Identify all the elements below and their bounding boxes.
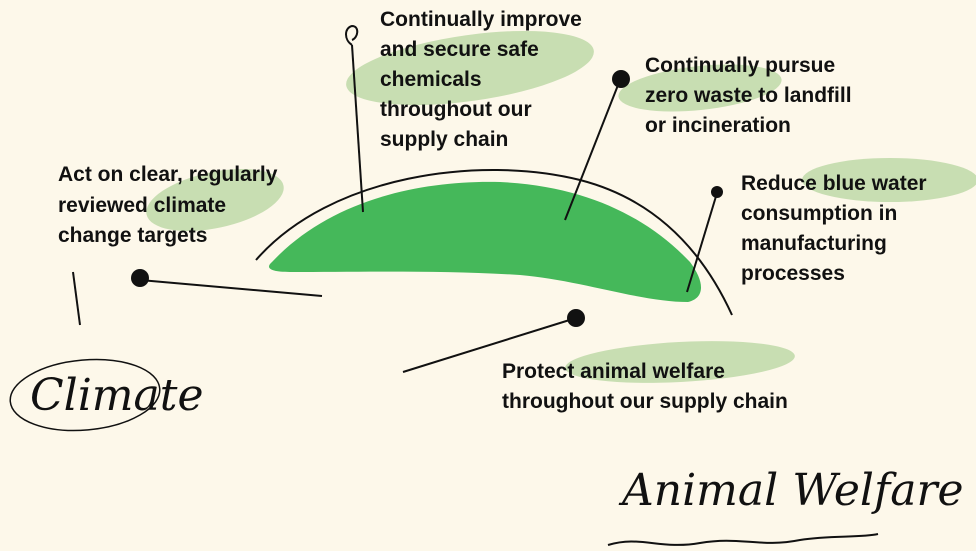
label-line: throughout our — [380, 98, 532, 121]
label-line: supply chain — [380, 128, 508, 151]
label-line: chemicals — [380, 68, 482, 91]
label-line: throughout our supply chain — [502, 390, 788, 413]
label-line: manufacturing — [741, 232, 887, 255]
pin-head — [567, 309, 585, 327]
label-line: reviewed climate — [58, 194, 226, 217]
label-line: Reduce blue water — [741, 172, 927, 195]
page: Continually improve and secure safe chem… — [0, 0, 976, 551]
handwriting: Climate — [30, 370, 204, 421]
label-line: and secure safe — [380, 38, 539, 61]
handwriting: Animal Welfare — [618, 465, 964, 516]
label-line: processes — [741, 262, 845, 285]
label-line: or incineration — [645, 114, 791, 137]
label-line: consumption in — [741, 202, 897, 225]
diagram: Continually improve and secure safe chem… — [0, 0, 976, 551]
label-line: change targets — [58, 224, 207, 247]
label-line: Continually pursue — [645, 54, 835, 77]
label-line: zero waste to landfill — [645, 84, 852, 107]
label-line: Act on clear, regularly — [58, 163, 278, 186]
pin-head — [711, 186, 723, 198]
label-line: Protect animal welfare — [502, 360, 725, 383]
pin-head — [612, 70, 630, 88]
pin-head — [131, 269, 149, 287]
label-line: Continually improve — [380, 8, 582, 31]
